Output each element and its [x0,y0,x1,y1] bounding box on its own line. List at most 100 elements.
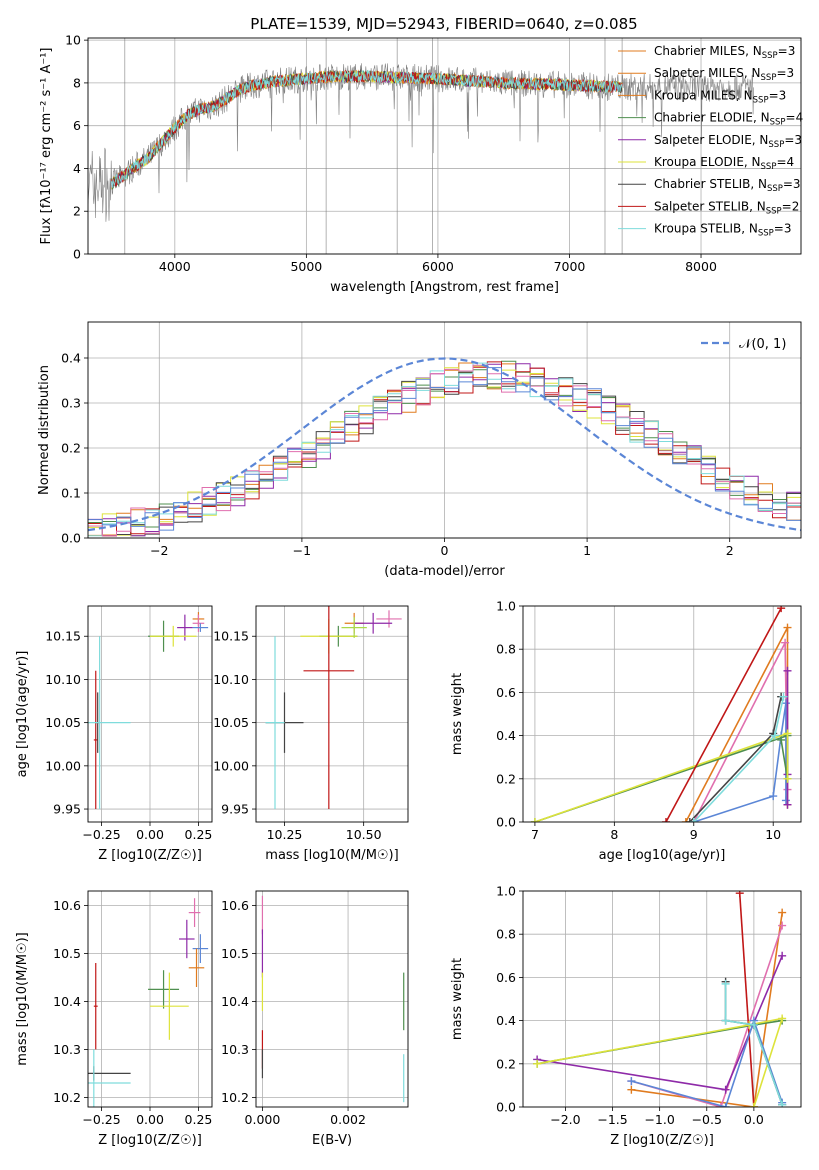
legend-entry: Salpeter ELODIE, NSSP=3 [654,133,802,150]
weight-marker [783,666,792,675]
y-tick-label: 0.1 [61,486,81,501]
y-tick-label: 1.0 [496,884,516,899]
weight-marker [533,1059,542,1068]
legend-entry: Chabrier STELIB, NSSP=3 [654,177,801,194]
y-tick-label: 0.4 [496,1013,516,1028]
error-bar-point [88,1049,131,1107]
weight-marker [769,792,778,801]
y-tick-label: 0.6 [496,685,516,700]
error-bar-point [150,972,189,1040]
y-tick-label: 0.6 [496,970,516,985]
y-tick-label: 10.4 [221,994,249,1009]
weight-marker [783,729,792,738]
weight-vs-metallicity-panel: −2.0 −1.5 −1.0 −0.5 0.0 0.0 0.2 0.4 0.6 0.8 1.0 Z [… [450,884,802,1148]
axes-frame [522,890,802,1108]
plot-area [88,38,754,254]
weight-marker [781,638,790,647]
x-axis-label: Z [log10(Z/Z☉)] [98,1133,202,1148]
legend-entry: Chabrier ELODIE, NSSP=4 [654,111,803,128]
y-axis-label: mass weight [450,958,465,1040]
plot-area [265,606,402,810]
model-spectrum-line [111,69,623,188]
legend-entry: Salpeter MILES, NSSP=3 [654,66,794,83]
weight-marker [783,800,792,809]
plot-area [88,357,801,537]
x-tick-label: 0.000 [245,1112,281,1127]
axes-frame [255,605,409,823]
axes-frame [522,605,802,823]
weight-marker [735,891,744,898]
histogram-series [88,361,801,537]
histogram-series [88,364,801,537]
y-tick-label: 10.2 [221,1090,249,1105]
y-tick-label: 10.05 [213,715,249,730]
weight-series-line [534,732,789,822]
plot-area [261,895,405,1103]
weight-marker [778,1014,787,1023]
weight-series-line [738,893,755,1107]
y-tick-label: 10.15 [213,629,249,644]
weight-marker [749,1020,758,1029]
age-vs-mass-panel: 10.25 10.50 9.95 10.00 10.05 10.10 10.15 mass [… [213,605,409,863]
y-tick-label: 10.4 [53,994,81,1009]
x-tick-label: 10.25 [267,827,303,842]
legend-entry: Kroupa ELODIE, NSSP=4 [654,155,794,172]
weight-marker [627,1077,636,1086]
y-tick-label: 0.8 [496,927,516,942]
y-axis-label: Flux [fλ10⁻¹⁷ erg cm⁻² s⁻¹ A⁻¹] [39,48,54,245]
weight-marker [721,1016,730,1025]
x-tick-label: 6000 [422,259,454,274]
y-tick-label: 0.3 [61,396,81,411]
x-tick-label: 0.25 [185,1112,213,1127]
weight-marker [661,818,670,822]
x-tick-label: 0.002 [330,1112,366,1127]
y-tick-label: 0.0 [61,531,81,546]
weight-marker [627,1085,636,1094]
x-tick-label: −0.5 [692,1112,722,1127]
residuals-panel: −2 −1 0 1 2 0.0 0.1 0.2 0.3 0.4 𝒩(0, 1) (data-model… [37,321,802,579]
weight-marker [777,735,786,744]
weight-marker [778,951,787,960]
y-tick-label: 0.2 [61,441,81,456]
legend-entry: 𝒩(0, 1) [739,337,786,352]
x-tick-label: −0.25 [82,1112,120,1127]
error-bar-point [265,636,285,810]
y-tick-label: 10.15 [45,629,81,644]
x-tick-label: 8 [610,827,618,842]
plot-area [88,612,209,810]
y-tick-label: 4 [73,161,81,176]
x-tick-label: −0.25 [82,827,120,842]
x-tick-label: 7000 [554,259,586,274]
x-tick-label: 1 [583,543,591,558]
weight-marker [781,699,790,708]
axes-frame [87,321,802,539]
x-tick-label: 7 [531,827,539,842]
weight-marker [770,731,779,740]
x-tick-label: 9 [690,827,698,842]
error-bar-point [192,623,209,632]
axes-frame [87,605,213,823]
mass-vs-extinction-panel: 0.000 0.002 10.2 10.3 10.4 10.5 10.6 E(B-V) [221,890,409,1148]
y-tick-label: 0.8 [496,642,516,657]
x-tick-label: 2 [726,543,734,558]
weight-series-line [724,983,783,1106]
error-bar-point [179,919,195,959]
y-tick-label: 0.0 [496,815,516,830]
y-tick-label: 10.05 [45,715,81,730]
y-tick-label: 10.5 [221,946,249,961]
weight-marker [781,796,790,805]
weight-series-line [665,607,782,822]
x-tick-label: 0.0 [744,1112,764,1127]
error-bar-point [188,948,205,987]
spectrum-panel: 4000 5000 6000 7000 8000 0 2 4 6 8 10 Chabrier MILE… [39,33,803,295]
y-tick-label: 0.0 [496,1100,516,1115]
error-bar-point [93,670,98,810]
y-axis-label: age [log10(age/yr)] [15,651,30,778]
weight-marker [689,818,698,822]
error-bar-point [93,963,98,1050]
y-tick-label: 1.0 [496,599,516,614]
y-tick-label: 6 [73,118,81,133]
y-axis-label: Normed distribution [37,365,52,495]
x-axis-label: wavelength [Angstrom, rest frame] [330,280,559,295]
error-bar-point [354,612,393,634]
